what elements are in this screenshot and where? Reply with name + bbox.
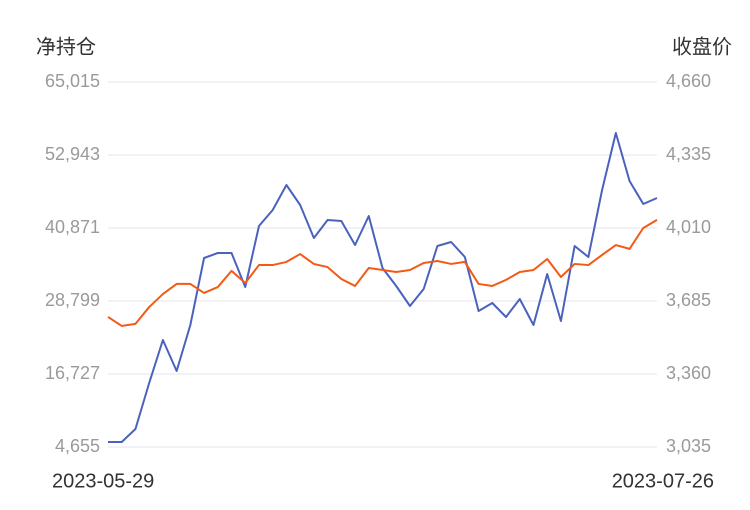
y-tick-label: 40,871 [45,217,100,237]
y2-tick-label: 3,035 [666,436,711,456]
x-tick-label: 2023-05-29 [52,470,154,492]
line-series [107,219,658,327]
y2-tick-label: 4,660 [666,71,711,91]
y-tick-label: 4,655 [55,436,100,456]
line-series [108,132,658,444]
y-axis-title: 净持仓 [36,35,96,58]
y2-tick-label: 4,335 [666,144,711,164]
x-tick-label: 2023-07-26 [612,470,714,492]
y2-tick-label: 3,360 [666,363,711,383]
y-tick-label: 52,943 [45,144,100,164]
y-tick-label: 28,799 [45,290,100,310]
y-tick-label: 16,727 [45,363,100,383]
y-tick-label: 65,015 [45,71,100,91]
y2-axis-title: 收盘价 [672,35,732,58]
y2-tick-label: 3,685 [666,290,711,310]
y2-tick-label: 4,010 [666,217,711,237]
